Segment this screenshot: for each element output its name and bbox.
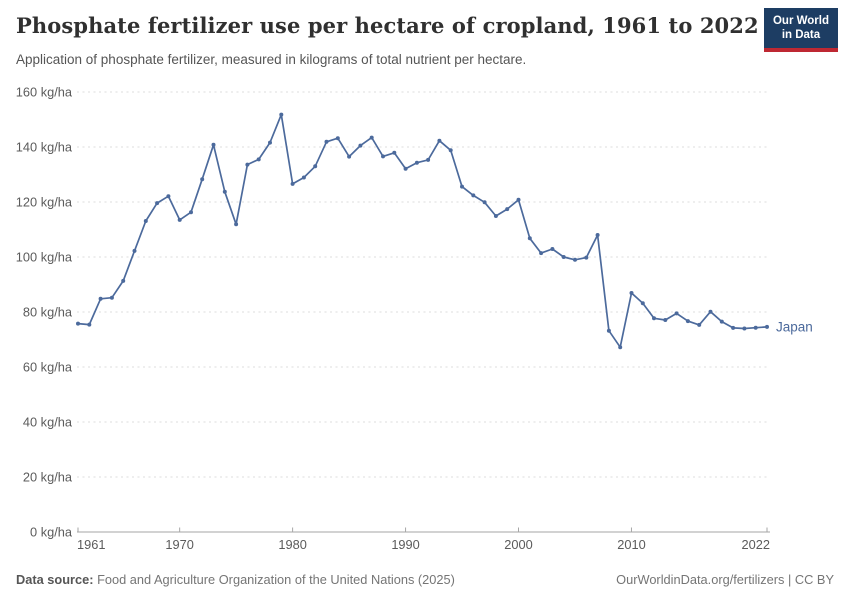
data-point <box>245 162 250 167</box>
data-point <box>516 197 521 202</box>
data-source-label: Data source: <box>16 572 94 587</box>
owid-logo-line2: in Data <box>781 28 821 41</box>
data-point <box>211 142 216 147</box>
data-point <box>234 222 239 227</box>
owid-logo[interactable]: Our World in Data <box>763 8 838 52</box>
data-point <box>539 251 544 256</box>
y-tick-label: 160 kg/ha <box>16 85 73 100</box>
data-point <box>426 157 431 162</box>
x-tick-label: 1961 <box>77 537 105 552</box>
y-tick-label: 20 kg/ha <box>23 470 73 485</box>
chart-subtitle: Application of phosphate fertilizer, mea… <box>16 52 527 67</box>
data-point <box>550 247 555 251</box>
series-end-label: Japan <box>776 319 813 334</box>
data-point <box>482 200 487 205</box>
data-point <box>200 177 205 182</box>
data-point <box>189 210 193 215</box>
y-tick-label: 60 kg/ha <box>23 360 73 375</box>
data-point <box>132 248 137 253</box>
data-point <box>697 322 702 327</box>
data-point <box>629 291 634 295</box>
data-point <box>708 309 713 314</box>
data-source-text: Food and Agriculture Organization of the… <box>93 572 455 587</box>
x-tick-label: 1970 <box>165 537 193 552</box>
data-point <box>381 154 385 159</box>
data-point <box>222 189 227 194</box>
data-point <box>606 328 611 333</box>
data-point <box>437 138 442 143</box>
data-point <box>753 325 758 330</box>
data-point <box>313 164 318 169</box>
data-point <box>369 135 374 140</box>
series-line <box>77 113 768 349</box>
data-point <box>719 319 724 324</box>
data-point <box>392 150 397 155</box>
y-tick-label: 140 kg/ha <box>16 140 73 155</box>
x-tick-label: 2000 <box>504 537 532 552</box>
data-point <box>279 112 284 117</box>
data-point <box>685 319 690 324</box>
data-point <box>109 295 114 300</box>
credit-link[interactable]: OurWorldinData.org/fertilizers | CC BY <box>616 572 834 587</box>
owid-logo-line1: Our World <box>772 15 829 27</box>
data-point <box>414 160 419 165</box>
x-tick-label: 1980 <box>278 537 306 552</box>
data-point <box>290 181 295 186</box>
data-point <box>493 214 498 218</box>
data-point <box>584 255 589 260</box>
data-point <box>595 233 600 237</box>
data-point <box>471 193 476 198</box>
y-tick-label: 80 kg/ha <box>23 305 73 320</box>
data-point <box>731 325 736 330</box>
x-tick-label: 2010 <box>617 537 645 552</box>
data-point <box>663 318 668 322</box>
data-point <box>347 154 352 159</box>
data-point <box>121 278 126 283</box>
data-point <box>561 255 566 259</box>
data-point <box>256 157 261 162</box>
data-point <box>460 184 464 189</box>
y-tick-label: 0 kg/ha <box>30 525 73 540</box>
data-point <box>98 296 103 301</box>
data-point <box>403 166 408 171</box>
data-point <box>448 148 453 153</box>
data-point <box>765 324 769 329</box>
data-point <box>527 236 532 241</box>
data-point <box>505 207 510 212</box>
data-point <box>166 194 171 199</box>
data-point <box>335 136 340 141</box>
data-point <box>76 321 80 326</box>
data-point <box>640 301 645 306</box>
data-point <box>674 311 679 316</box>
data-point <box>324 139 329 144</box>
data-point <box>358 143 363 148</box>
x-tick-label: 2022 <box>742 537 770 552</box>
x-tick-label: 1990 <box>391 537 419 552</box>
data-point <box>301 175 306 180</box>
page-title: Phosphate fertilizer use per hectare of … <box>16 13 759 38</box>
data-point <box>742 326 747 331</box>
y-tick-label: 100 kg/ha <box>16 250 73 265</box>
data-point <box>268 140 272 145</box>
data-point <box>618 345 623 350</box>
data-point <box>177 217 182 222</box>
y-tick-label: 120 kg/ha <box>16 195 73 210</box>
data-point <box>143 219 148 223</box>
data-point <box>87 322 92 327</box>
data-point <box>573 257 577 262</box>
data-point <box>155 201 160 206</box>
y-tick-label: 40 kg/ha <box>23 415 73 430</box>
data-source-note: Data source: Food and Agriculture Organi… <box>16 572 455 587</box>
data-point <box>652 316 656 321</box>
